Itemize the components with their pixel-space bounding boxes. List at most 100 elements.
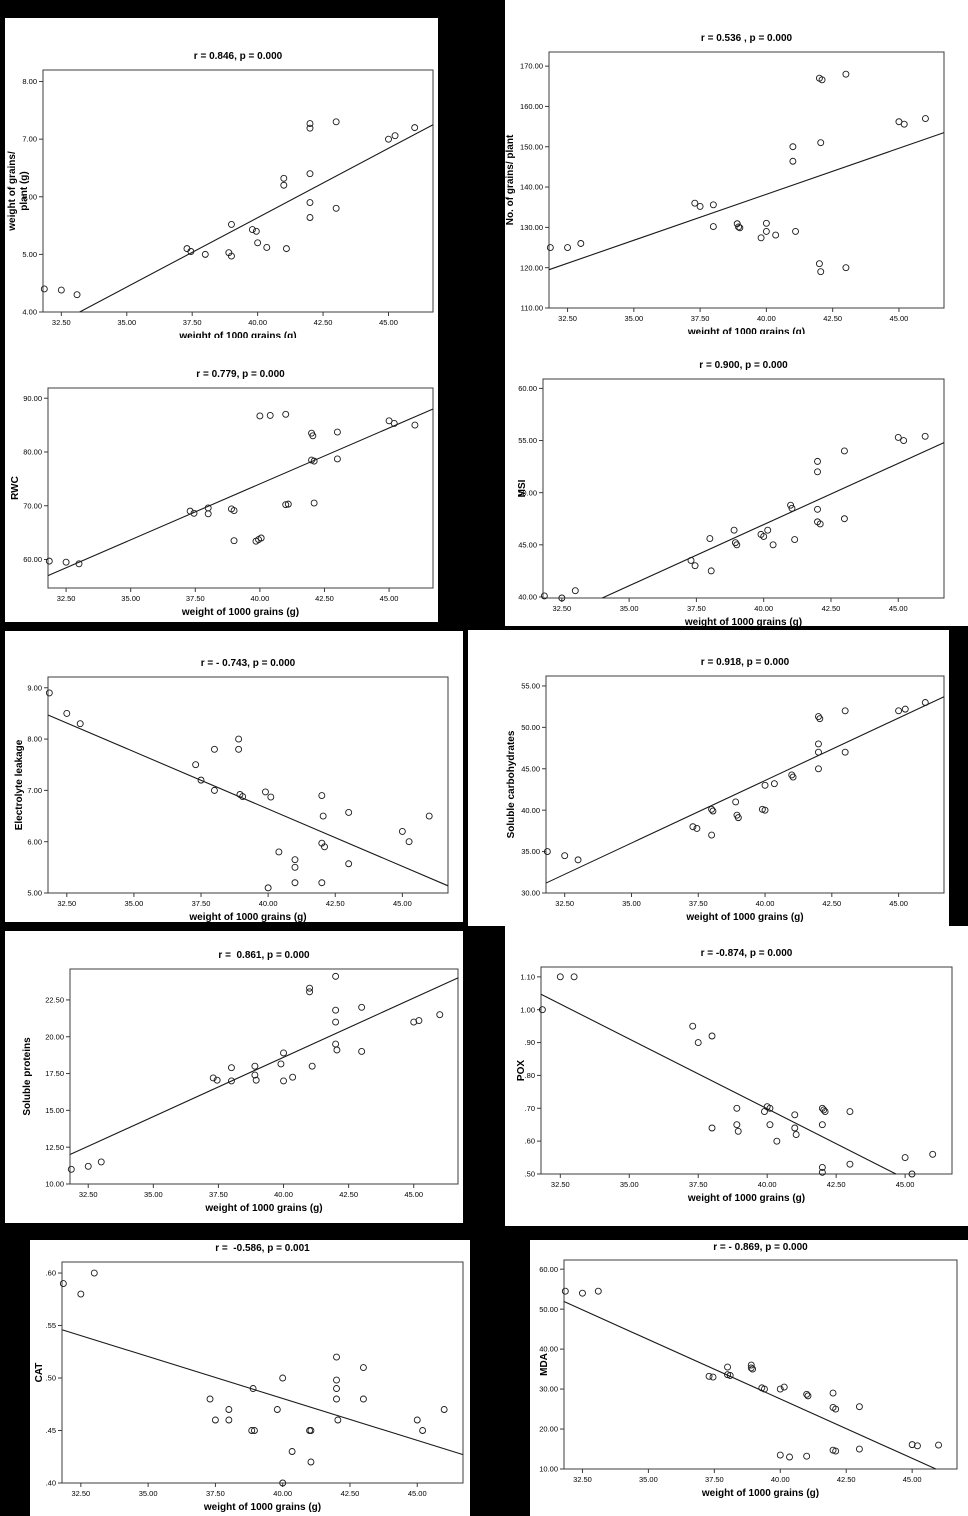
- x-tick-label: 32.50: [79, 1190, 98, 1199]
- data-point: [708, 1124, 716, 1132]
- data-point: [282, 410, 290, 418]
- data-point: [708, 1032, 716, 1040]
- data-point: [900, 120, 908, 128]
- data-point: [841, 748, 849, 756]
- data-points: [543, 699, 929, 864]
- x-tick-label: 37.50: [687, 604, 706, 613]
- data-point: [390, 420, 398, 427]
- data-point: [251, 1062, 259, 1070]
- data-point: [832, 1405, 840, 1413]
- scatter-chart-electrolyte-leakage: r = - 0.743, p = 0.000 9.00 8.00 7.00 6.00 5.…: [14, 658, 449, 922]
- data-point: [707, 567, 715, 575]
- data-point: [235, 735, 243, 743]
- data-points: [45, 410, 419, 568]
- y-axis: 22.50 20.00 17.50 15.00 12.50 10.00: [45, 996, 70, 1189]
- x-tick-label: 37.50: [691, 314, 710, 323]
- x-tick-label: 40.00: [771, 1475, 790, 1484]
- data-point: [689, 1022, 697, 1030]
- data-point: [385, 417, 393, 425]
- x-axis-title: weight of 1000 grains (g): [701, 1488, 819, 1499]
- data-point: [709, 201, 717, 209]
- data-point: [814, 468, 821, 476]
- plot-title: r = 0.861, p = 0.000: [218, 950, 310, 961]
- data-point: [345, 860, 353, 868]
- y-tick-label: 1.10: [520, 972, 535, 981]
- y-tick-label: 40.00: [518, 593, 537, 602]
- x-axis-title: weight of 1000 grains (g): [181, 607, 299, 618]
- y-tick-label: 45.00: [521, 764, 540, 773]
- data-points: [45, 689, 433, 892]
- plot-title: r = -0.874, p = 0.000: [701, 948, 793, 959]
- data-point: [67, 1165, 75, 1173]
- data-point: [814, 505, 821, 513]
- data-point: [307, 1458, 315, 1466]
- x-tick-label: 32.50: [52, 318, 71, 327]
- x-tick-label: 40.00: [757, 314, 776, 323]
- x-tick-label: 45.00: [896, 1180, 915, 1189]
- data-point: [815, 748, 822, 756]
- y-axis-title: Soluble proteins: [22, 1037, 33, 1116]
- scatter-panel-soluble-carbohydrates: r = 0.918, p = 0.000 55.00 50.00 45.00 40.00…: [468, 630, 949, 926]
- x-tick-label: 40.00: [259, 899, 278, 908]
- y-tick-label: .45: [46, 1426, 56, 1435]
- scatter-chart-msi: r = 0.900, p = 0.000 60.00 55.00 50.00 45.00…: [517, 360, 945, 626]
- scatter-panel-rwc: r = 0.779, p = 0.000 90.00 80.00 70.00 60.00…: [5, 338, 438, 622]
- scatter-panel-electrolyte-leakage: r = - 0.743, p = 0.000 9.00 8.00 7.00 6.00 5.…: [5, 631, 463, 922]
- data-point: [780, 1383, 788, 1391]
- data-point: [333, 1385, 340, 1392]
- y-tick-label: .50: [46, 1374, 56, 1383]
- data-point: [266, 411, 274, 419]
- data-points: [40, 118, 419, 299]
- scatter-panel-pox: r = -0.874, p = 0.000 1.10 1.00 .90 .80 .70 .6…: [505, 926, 968, 1226]
- data-points: [538, 973, 937, 1178]
- x-tick-label: 37.50: [209, 1190, 228, 1199]
- data-point: [309, 432, 317, 440]
- data-point: [558, 594, 566, 602]
- data-point: [256, 412, 264, 420]
- data-point: [228, 220, 235, 228]
- data-point: [288, 1448, 296, 1455]
- scatter-panel-grain-weight-per-plant: r = 0.846, p = 0.000 8.00 7.00 6.00 5.00 4.00…: [5, 18, 438, 340]
- data-point: [90, 1269, 98, 1277]
- x-tick-label: 40.00: [250, 594, 269, 603]
- plot-frame: [542, 378, 945, 599]
- data-point: [895, 707, 903, 715]
- plot-frame: [540, 966, 953, 1175]
- scatter-panel-msi: r = 0.900, p = 0.000 60.00 55.00 50.00 45.00…: [505, 334, 968, 626]
- x-tick-label: 32.50: [71, 1489, 90, 1498]
- data-point: [411, 421, 419, 429]
- regression-line: [79, 124, 434, 313]
- x-tick-label: 35.00: [144, 1190, 163, 1199]
- data-point: [579, 1289, 586, 1297]
- y-tick-label: 20.00: [45, 1032, 64, 1041]
- plot-frame: [61, 1261, 464, 1484]
- x-tick-label: 32.50: [57, 899, 76, 908]
- data-point: [840, 515, 848, 523]
- data-point: [908, 1441, 916, 1449]
- data-point: [201, 250, 209, 258]
- data-point: [97, 1158, 105, 1166]
- x-tick-label: 35.00: [639, 1475, 658, 1484]
- x-axis: 32.50 35.00 37.50 40.00 42.50 45.00: [558, 308, 908, 323]
- y-axis-title: MSI: [517, 479, 528, 497]
- data-point: [204, 510, 212, 518]
- x-tick-label: 37.50: [192, 899, 211, 908]
- data-point: [769, 541, 777, 549]
- y-tick-label: 1.00: [520, 1005, 535, 1014]
- data-point: [840, 447, 848, 455]
- data-point: [210, 786, 218, 794]
- data-point: [921, 432, 929, 440]
- y-axis: 60.00 55.00 50.00 45.00 40.00: [518, 384, 543, 602]
- data-point: [817, 139, 825, 147]
- y-tick-label: 40.00: [539, 1345, 558, 1354]
- data-point: [706, 535, 714, 543]
- data-point: [773, 1137, 781, 1145]
- data-point: [709, 807, 717, 815]
- data-point: [855, 1445, 863, 1453]
- x-axis-title: weight of 1000 grains (g): [203, 1502, 321, 1513]
- regression-line: [61, 1329, 464, 1456]
- x-tick-label: 45.00: [889, 899, 908, 908]
- data-point: [791, 536, 799, 544]
- data-point: [273, 1406, 281, 1413]
- y-tick-label: 7.00: [27, 786, 42, 795]
